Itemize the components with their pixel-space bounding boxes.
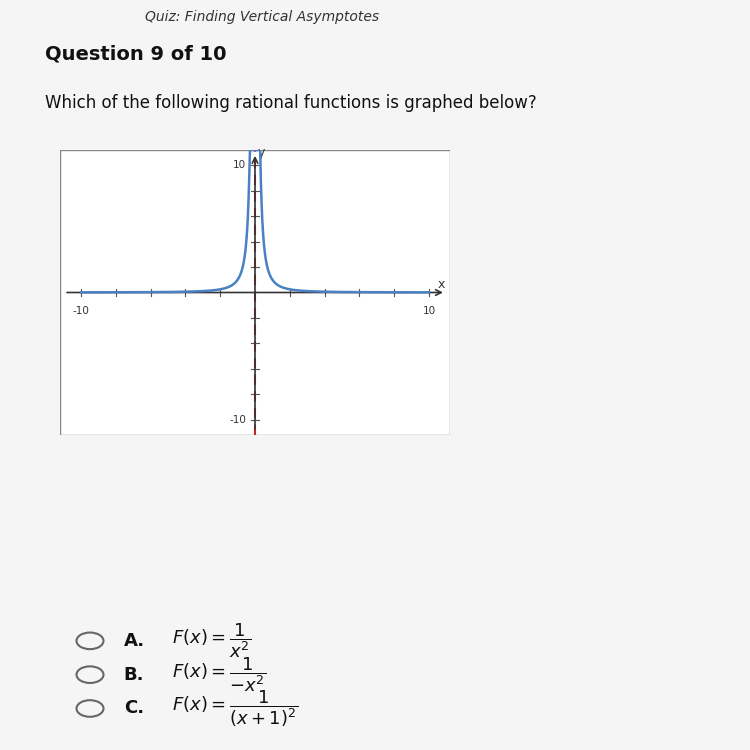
Text: 10: 10 [422, 307, 436, 316]
Text: x: x [438, 278, 446, 291]
Text: $F(x) = \dfrac{1}{-x^2}$: $F(x) = \dfrac{1}{-x^2}$ [172, 656, 267, 694]
Text: y: y [257, 146, 265, 159]
Text: $F(x) = \dfrac{1}{x^2}$: $F(x) = \dfrac{1}{x^2}$ [172, 622, 252, 660]
Text: Quiz: Finding Vertical Asymptotes: Quiz: Finding Vertical Asymptotes [146, 10, 380, 24]
Text: 10: 10 [233, 160, 246, 170]
Text: Question 9 of 10: Question 9 of 10 [45, 44, 226, 64]
Text: C.: C. [124, 700, 144, 718]
Text: $F(x) = \dfrac{1}{(x+1)^2}$: $F(x) = \dfrac{1}{(x+1)^2}$ [172, 688, 298, 729]
Text: -10: -10 [230, 415, 246, 424]
Text: Which of the following rational functions is graphed below?: Which of the following rational function… [45, 94, 537, 112]
Text: B.: B. [124, 666, 144, 684]
Text: A.: A. [124, 632, 145, 650]
Text: -10: -10 [73, 307, 89, 316]
